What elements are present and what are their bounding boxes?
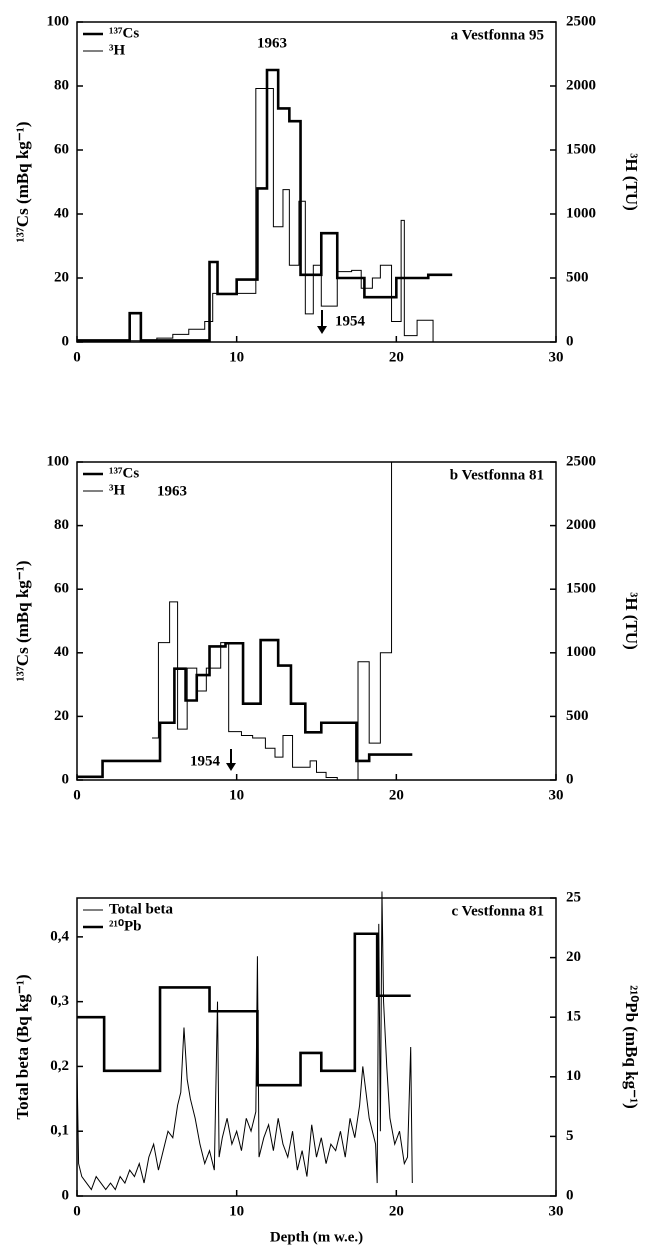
y-tick-label: 0,3 [50,993,69,1009]
y-tick-label: 40 [54,205,69,221]
legend-label: ³H [109,482,125,498]
x-tick-label: 0 [73,787,81,803]
y2-tick-label: 500 [566,269,589,285]
y-tick-label: 40 [54,644,69,660]
y2-tick-label: 0 [566,1187,574,1203]
y2-tick-label: 1500 [566,581,596,597]
y-tick-label: 100 [47,13,70,29]
y-tick-label: 0,2 [50,1058,69,1074]
series-line [77,932,411,1087]
y-tick-label: 0 [62,1187,70,1203]
annotation-arrowhead [226,763,236,771]
legend-label: ³H [109,42,125,58]
x-tick-label: 0 [73,349,81,365]
plot-frame [76,461,557,781]
y2-axis-label: ³H (TU) [622,153,641,211]
annotation: 1963 [157,483,187,499]
y2-tick-label: 0 [566,333,574,349]
y-tick-label: 100 [47,453,70,469]
y2-tick-label: 1000 [566,205,596,221]
y2-tick-label: 2500 [566,13,596,29]
y2-tick-label: 2000 [566,517,596,533]
series-line [76,891,413,1191]
x-tick-label: 20 [389,1203,404,1219]
x-tick-label: 30 [549,349,564,365]
y-tick-label: 0,4 [50,928,69,944]
y2-tick-label: 10 [566,1068,581,1084]
y-axis-label: ¹³⁷Cs (mBq kg⁻¹) [13,122,32,243]
y-tick-label: 60 [54,581,69,597]
series-line [77,68,453,342]
plot-frame [76,897,557,1197]
annotation: 1954 [190,753,221,769]
y2-tick-label: 2000 [566,77,596,93]
x-tick-label: 10 [229,1203,244,1219]
panel-label: c Vestfonna 81 [451,903,544,919]
plot-frame [76,21,557,343]
series-line [77,88,434,343]
y2-axis-label: ²¹⁰Pb (mBq kg⁻¹) [622,985,641,1109]
panel-label: b Vestfonna 81 [450,467,544,483]
x-tick-label: 20 [389,349,404,365]
series-line [152,462,393,781]
y2-tick-label: 15 [566,1009,581,1025]
y-tick-label: 20 [54,269,69,285]
x-tick-label: 20 [389,787,404,803]
series-line [77,638,413,779]
x-tick-label: 0 [73,1203,81,1219]
y2-tick-label: 500 [566,708,589,724]
x-tick-label: 10 [229,349,244,365]
y-axis-label: ¹³⁷Cs (mBq kg⁻¹) [13,561,32,682]
annotation: 1954 [335,313,366,329]
legend-label: Total beta [109,901,174,917]
y2-tick-label: 0 [566,771,574,787]
y-tick-label: 0 [62,771,70,787]
y-tick-label: 0,1 [50,1123,69,1139]
annotation: 1963 [257,35,287,51]
y2-axis-label: ³H (TU) [622,592,641,650]
x-tick-label: 30 [549,787,564,803]
y2-tick-label: 1500 [566,141,596,157]
y-axis-label: Total beta (Bq kg⁻¹) [13,974,32,1119]
y2-tick-label: 20 [566,949,581,965]
y-tick-label: 20 [54,708,69,724]
x-axis-label: Depth (m w.e.) [270,1229,363,1245]
y2-tick-label: 25 [566,889,581,905]
legend-label: ¹³⁷Cs [109,25,139,41]
y-tick-label: 80 [54,517,69,533]
panel-label: a Vestfonna 95 [451,27,544,43]
y2-tick-label: 2500 [566,453,596,469]
y-tick-label: 0 [62,333,70,349]
legend-label: ¹³⁷Cs [109,465,139,481]
legend-label: ²¹⁰Pb [109,918,142,934]
annotation-arrowhead [317,326,327,334]
x-tick-label: 30 [549,1203,564,1219]
y-tick-label: 60 [54,141,69,157]
x-tick-label: 10 [229,787,244,803]
y2-tick-label: 5 [566,1128,574,1144]
y-tick-label: 80 [54,77,69,93]
y2-tick-label: 1000 [566,644,596,660]
